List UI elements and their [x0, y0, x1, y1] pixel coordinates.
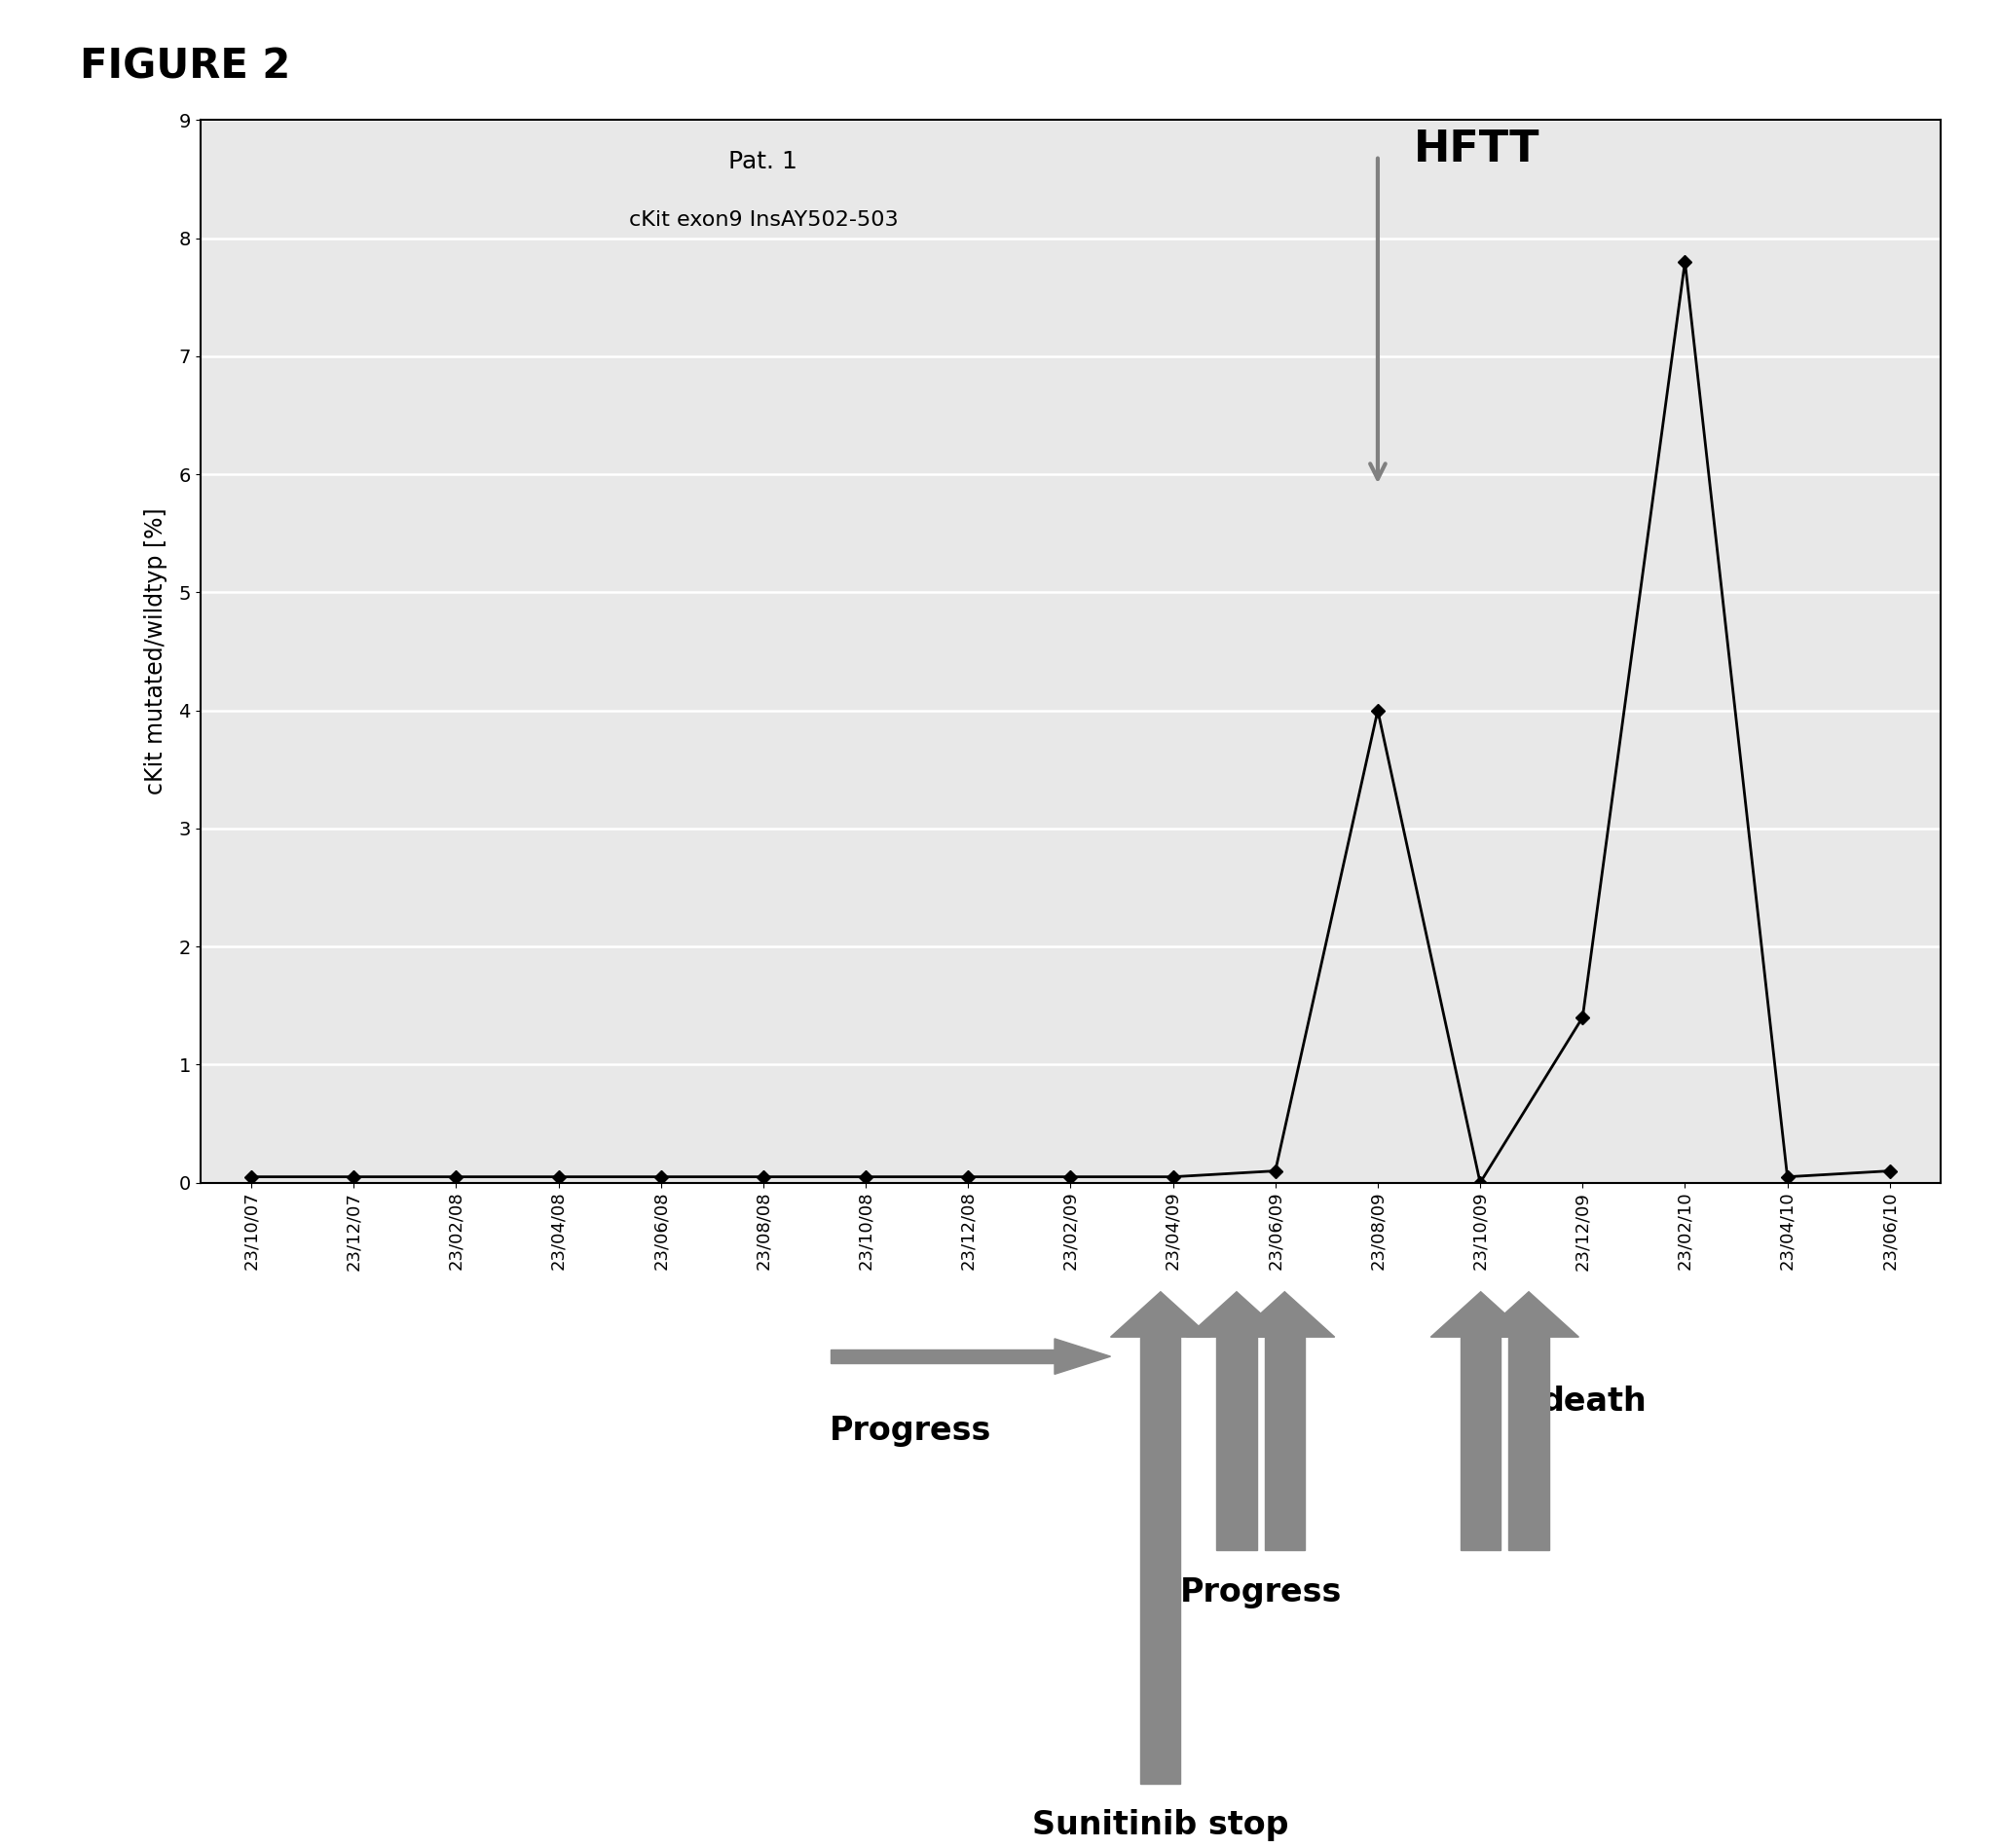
Polygon shape — [1217, 1338, 1257, 1550]
Text: Pat. 1: Pat. 1 — [728, 150, 798, 174]
Text: Progress: Progress — [830, 1416, 990, 1447]
Polygon shape — [1431, 1292, 1531, 1338]
Polygon shape — [1235, 1292, 1335, 1338]
Polygon shape — [830, 1349, 1055, 1364]
Y-axis label: cKit mutated/wildtyp [%]: cKit mutated/wildtyp [%] — [144, 508, 168, 795]
Polygon shape — [1509, 1338, 1549, 1550]
Text: Sunitinib stop: Sunitinib stop — [1033, 1809, 1289, 1841]
Polygon shape — [1187, 1292, 1287, 1338]
Polygon shape — [1111, 1292, 1211, 1338]
Text: cKit exon9 InsAY502-503: cKit exon9 InsAY502-503 — [628, 211, 898, 231]
Polygon shape — [1479, 1292, 1579, 1338]
Text: FIGURE 2: FIGURE 2 — [80, 46, 290, 87]
Polygon shape — [1141, 1338, 1181, 1783]
Polygon shape — [1461, 1338, 1501, 1550]
Polygon shape — [1265, 1338, 1305, 1550]
Text: death: death — [1541, 1386, 1647, 1417]
Text: Progress: Progress — [1181, 1576, 1341, 1608]
Polygon shape — [1055, 1338, 1111, 1375]
Text: HFTT: HFTT — [1413, 129, 1539, 170]
